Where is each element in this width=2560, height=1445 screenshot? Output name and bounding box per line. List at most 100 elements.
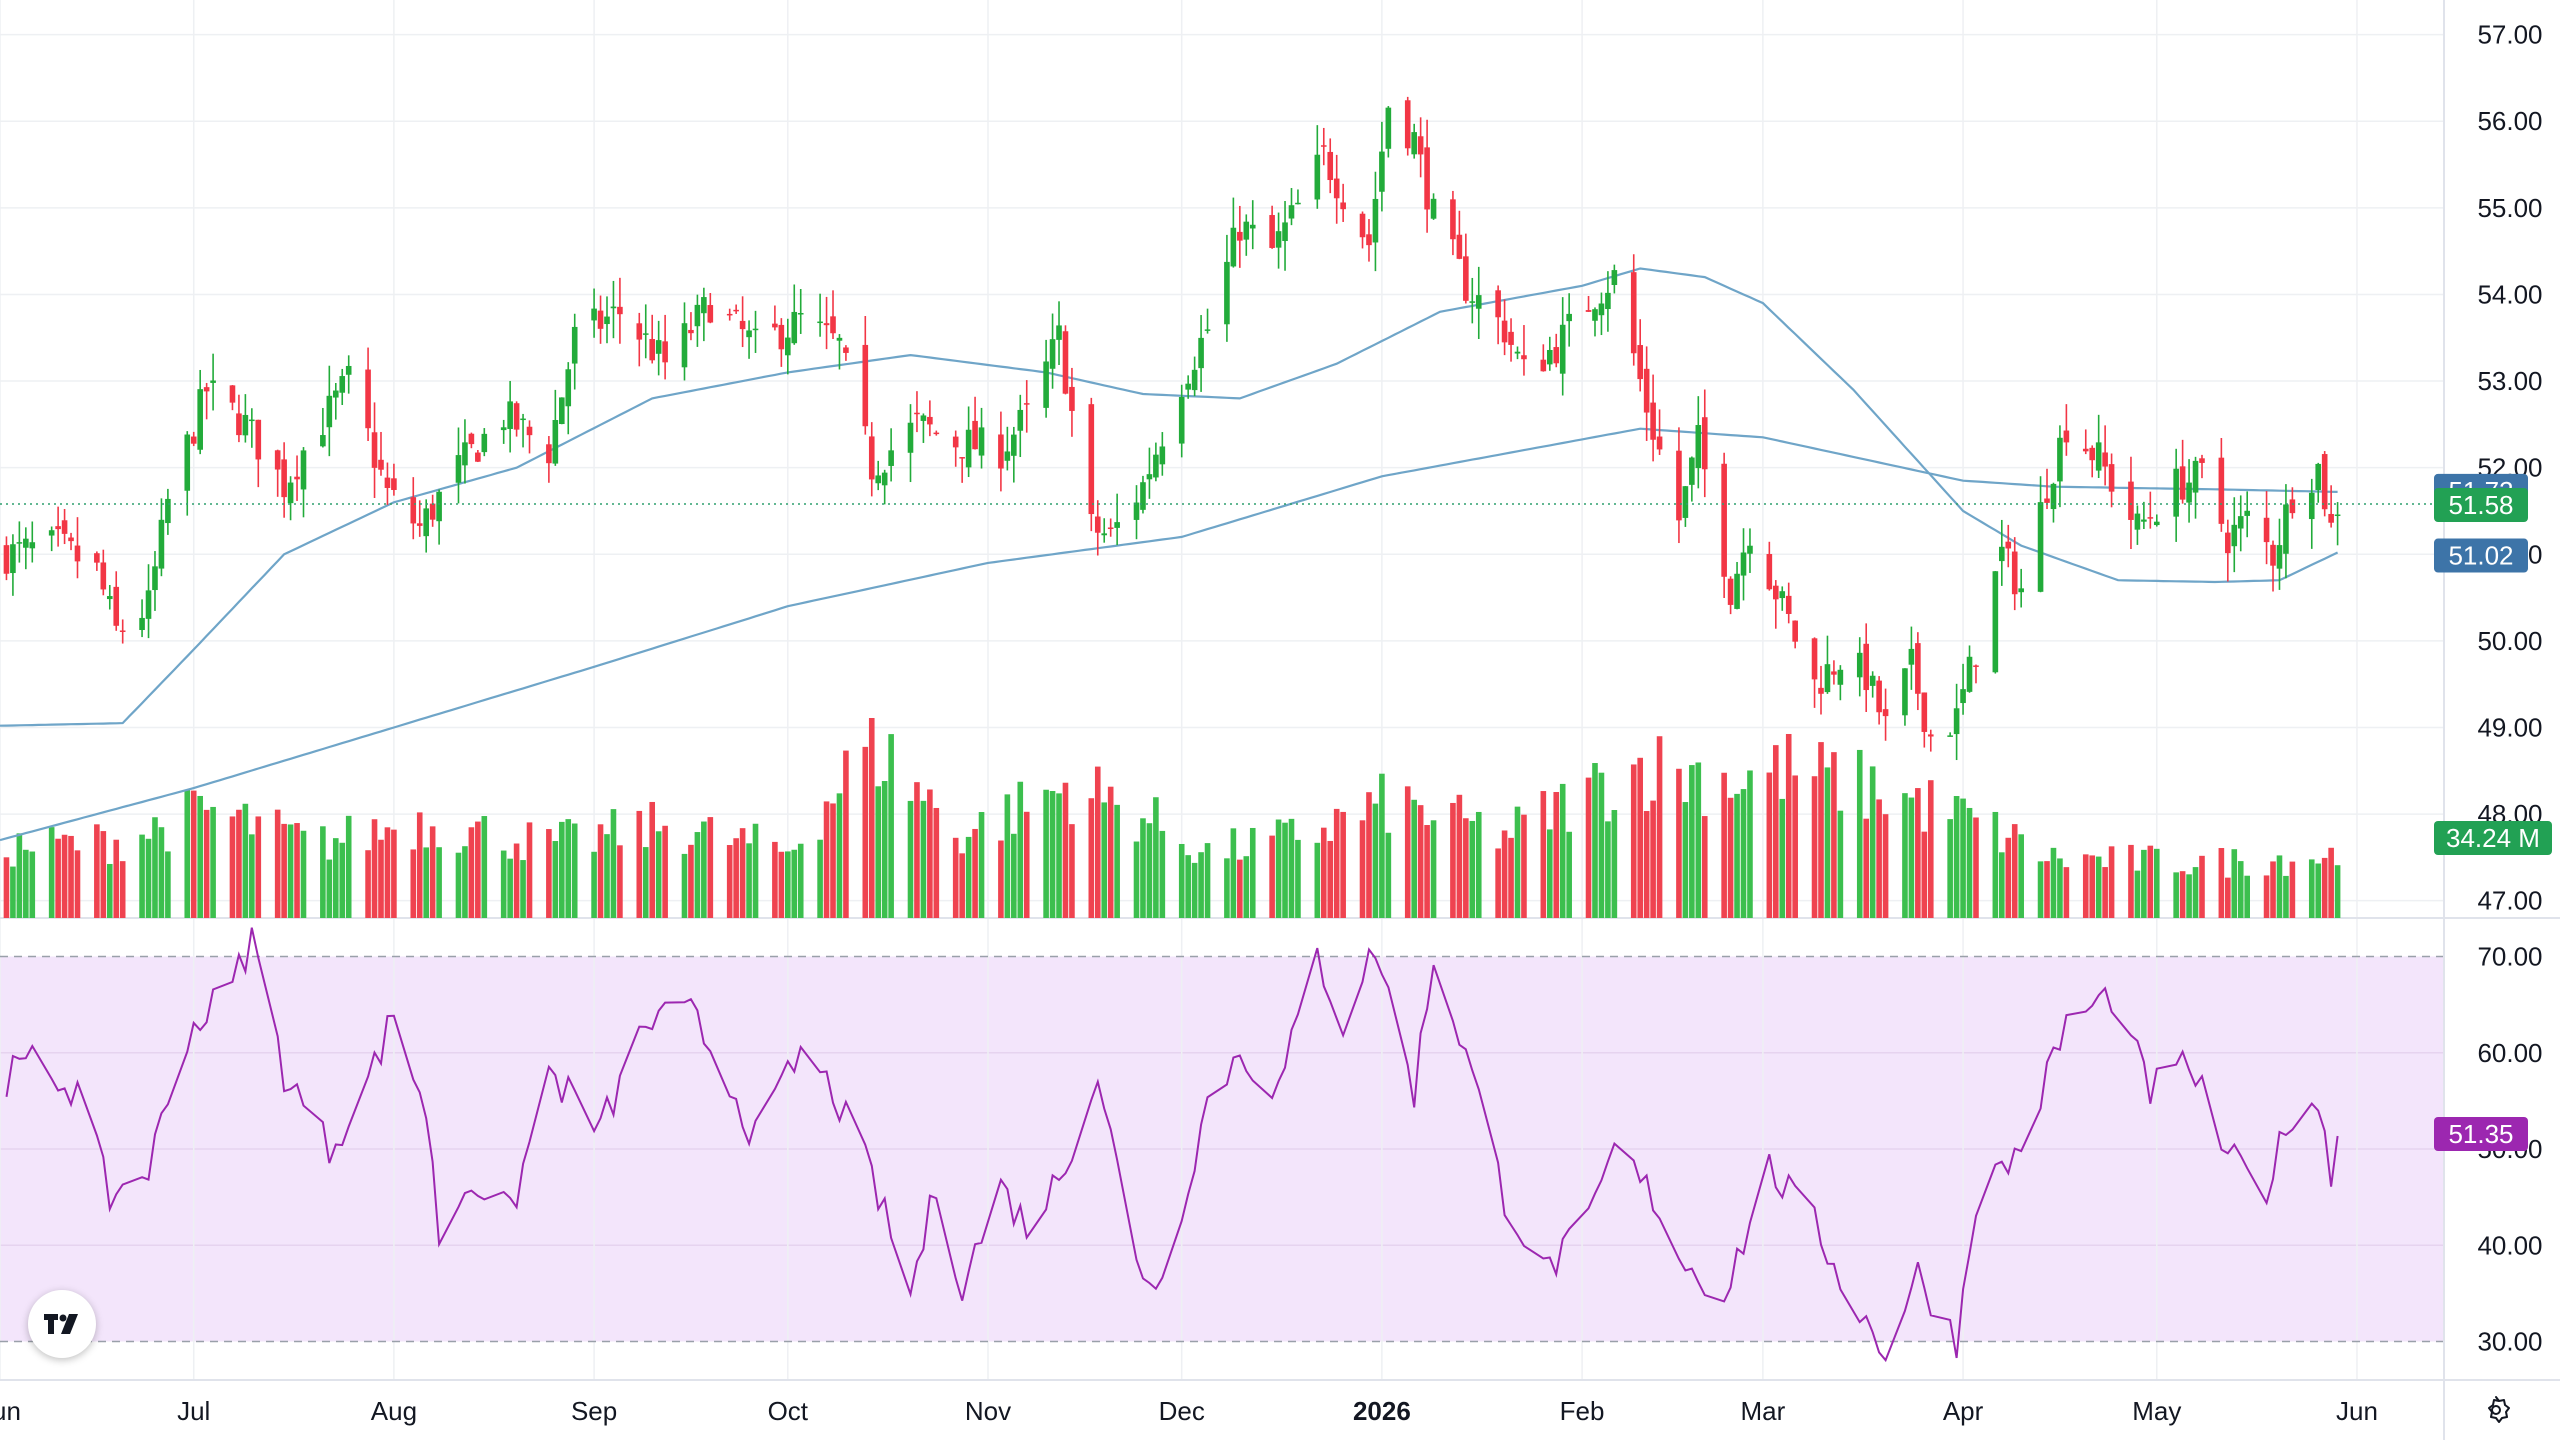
volume-bar — [1598, 772, 1605, 918]
volume-bar — [998, 840, 1004, 918]
candle — [1611, 264, 1618, 294]
candle-body — [552, 420, 559, 464]
candle-body — [320, 435, 326, 447]
candle-body — [546, 444, 552, 464]
volume-bar — [1269, 835, 1275, 918]
volume-bar — [1676, 768, 1682, 918]
time-tick-label: Aug — [371, 1396, 417, 1426]
candle-body — [1501, 320, 1508, 343]
volume-bar — [1553, 792, 1560, 918]
volume-bar — [1237, 859, 1243, 918]
candle-body — [1295, 202, 1301, 205]
volume-bar — [1695, 762, 1702, 918]
candle — [1921, 692, 1928, 748]
candle — [326, 365, 333, 457]
candle — [2328, 485, 2334, 528]
candle — [2244, 491, 2250, 538]
candle-body — [1566, 313, 1572, 322]
candle-body — [371, 432, 378, 468]
candle — [2018, 568, 2024, 608]
time-tick-label: Mar — [1740, 1396, 1785, 1426]
volume-bar — [255, 816, 262, 918]
candle-body — [1521, 355, 1527, 360]
volume-bar — [1863, 818, 1870, 918]
candle — [843, 345, 849, 361]
candle-body — [236, 413, 242, 436]
volume-bar — [965, 836, 972, 918]
volume-bar — [2089, 855, 2096, 918]
volume-bar — [2057, 858, 2063, 918]
volume-bar — [1114, 804, 1120, 918]
volume-bar — [2308, 859, 2315, 918]
candle-body — [1495, 290, 1501, 318]
candle-body — [1385, 107, 1392, 149]
candle — [591, 288, 597, 338]
volume-bar — [249, 834, 255, 918]
candle-body — [507, 401, 513, 429]
candle — [2289, 487, 2296, 519]
candle-body — [1198, 337, 1204, 369]
volume-bar — [320, 826, 326, 918]
sma-fast-value-badge: 51.02 — [2434, 538, 2528, 573]
candle — [1062, 325, 1069, 395]
candle-body — [1282, 222, 1288, 242]
volume-bar — [2225, 877, 2231, 918]
candle-body — [242, 414, 249, 436]
candle — [2011, 537, 2018, 611]
candle-body — [701, 297, 707, 314]
candle-body — [1863, 643, 1870, 691]
volume-bar — [1062, 782, 1069, 918]
volume-bar — [507, 858, 513, 918]
volume-bar — [662, 825, 668, 918]
candle-body — [1333, 178, 1340, 199]
volume-bar — [1243, 856, 1250, 918]
last-price-badge-bg — [2434, 488, 2528, 523]
candle-body — [875, 475, 882, 484]
volume-bar — [1785, 733, 1792, 918]
volume-bar — [881, 780, 888, 918]
volume-bar — [1734, 793, 1740, 918]
candle — [1869, 671, 1876, 698]
candle-body — [2108, 464, 2115, 492]
candle — [1792, 620, 1798, 649]
volume-bar — [830, 803, 836, 918]
candle — [1566, 293, 1572, 347]
volume-bar — [2199, 855, 2205, 918]
candle — [1734, 561, 1740, 610]
candle — [68, 532, 74, 551]
candle — [791, 284, 798, 345]
tradingview-logo-icon[interactable] — [28, 1290, 96, 1358]
candle — [1411, 123, 1417, 159]
volume-bar — [378, 839, 384, 918]
candle — [2147, 491, 2154, 529]
candle-body — [100, 562, 107, 590]
candlesticks — [3, 96, 2341, 761]
candle-body — [2270, 544, 2276, 566]
chart-settings-button[interactable] — [2470, 1390, 2522, 1430]
candle-body — [2192, 460, 2199, 493]
candle — [2263, 491, 2270, 565]
time-tick-label: Dec — [1159, 1396, 1205, 1426]
candle-body — [1856, 652, 1863, 678]
volume-bar — [2134, 870, 2141, 918]
candle-body — [1818, 687, 1824, 694]
candle — [526, 420, 533, 454]
volume-bar — [3, 857, 10, 918]
candle-body — [106, 596, 113, 600]
volume-bar — [10, 866, 16, 918]
candle-body — [636, 323, 643, 340]
volume-bar — [326, 859, 333, 918]
candle — [1359, 211, 1366, 249]
volume-bar — [74, 850, 81, 918]
candle — [1650, 374, 1656, 462]
candle — [1701, 389, 1708, 498]
candle — [3, 536, 10, 581]
candle-body — [1637, 345, 1643, 380]
candle — [797, 288, 804, 334]
candle-body — [785, 337, 791, 356]
candle-body — [959, 457, 965, 459]
candle-body — [681, 323, 688, 368]
candle — [106, 584, 113, 610]
